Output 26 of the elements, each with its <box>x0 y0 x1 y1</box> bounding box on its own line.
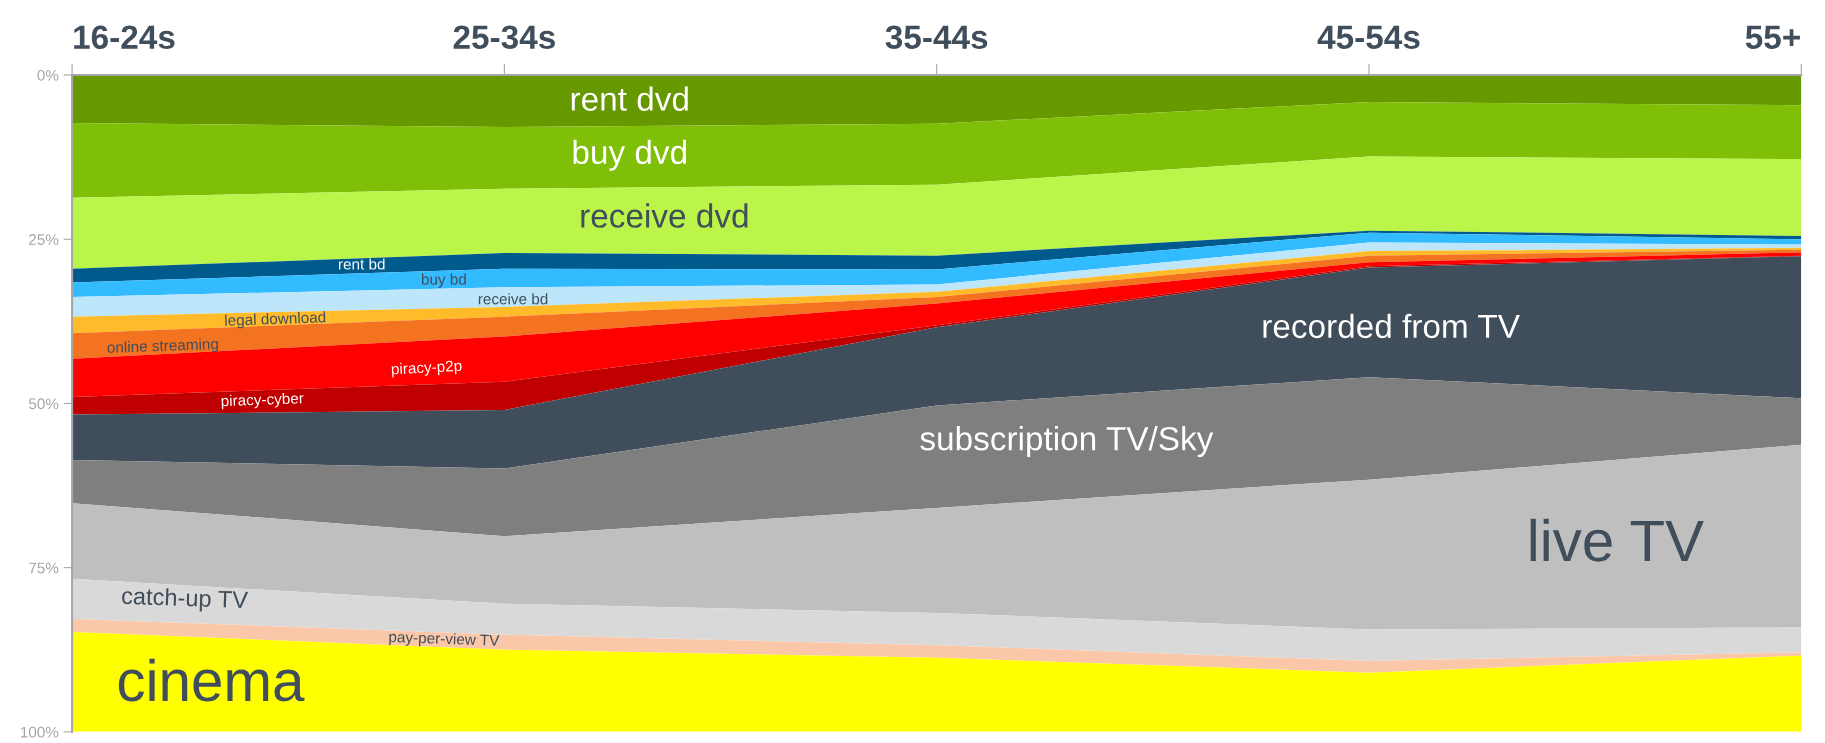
series-label: rent dvd <box>571 86 688 111</box>
series-label: subscription TV/Sky <box>920 426 1214 458</box>
series-label: cinema <box>118 658 305 702</box>
y-tick-label: 100% <box>20 726 59 738</box>
series-label: piracy-p2p <box>391 359 462 378</box>
series-label: buy dvd <box>573 139 686 171</box>
series-label: pay-per-view TV <box>389 630 500 649</box>
y-tick-label: 0% <box>37 69 59 81</box>
series-label: online streaming <box>107 337 219 357</box>
x-tick-label: 16-24s <box>74 25 175 50</box>
y-tick-label: 75% <box>29 562 59 574</box>
series-label: legal download <box>225 311 326 329</box>
series-label: recorded from TV <box>1263 313 1520 339</box>
series-label: live TV <box>1530 518 1704 562</box>
x-tick-label: 45-54s <box>1317 25 1420 50</box>
series-label: buy bd <box>421 273 466 288</box>
y-tick-label: 25% <box>29 234 59 245</box>
series-label: catch-up TV <box>121 586 249 614</box>
series-label: receive dvd <box>581 203 748 228</box>
series-label: receive bd <box>478 293 548 305</box>
x-tick-label: 25-34s <box>453 25 555 50</box>
x-tick-label: 35-44s <box>885 25 988 50</box>
y-tick-label: 50% <box>28 398 59 410</box>
series-label: piracy-cyber <box>221 392 304 410</box>
series-label: rent bd <box>338 258 385 270</box>
x-tick-label: 55+ <box>1745 25 1800 50</box>
